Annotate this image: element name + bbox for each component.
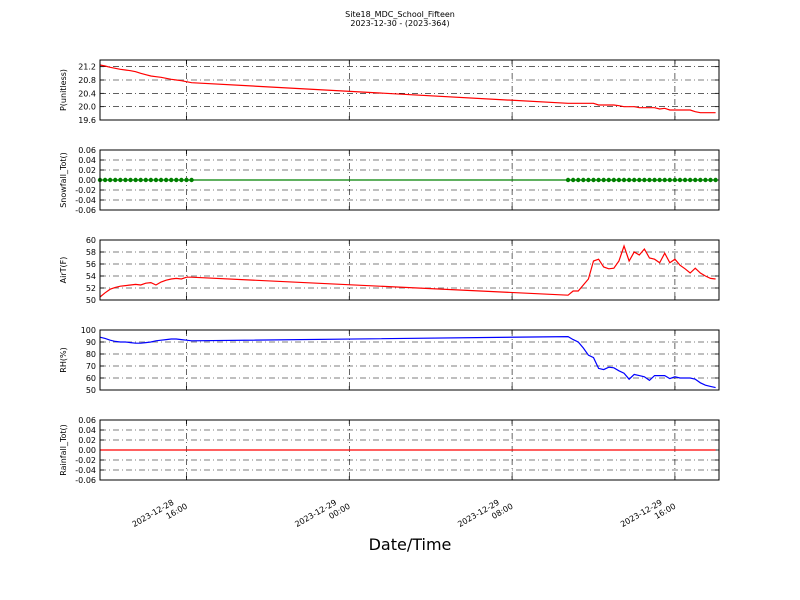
y-tick-label: -0.02: [75, 456, 96, 465]
data-point: [616, 177, 622, 183]
data-point: [677, 177, 683, 183]
data-point: [652, 177, 657, 183]
y-axis-label: RH(%): [59, 347, 68, 372]
y-tick-label: 0.06: [78, 146, 96, 155]
y-tick-label: -0.04: [75, 466, 96, 475]
data-point: [693, 177, 698, 183]
data-point: [703, 177, 708, 183]
data-point: [576, 177, 581, 183]
y-tick-label: 19.6: [78, 116, 96, 125]
y-tick-label: 52: [86, 284, 96, 293]
y-tick-label: 0.06: [78, 416, 96, 425]
axes-frame: [99, 419, 720, 481]
data-point: [687, 177, 693, 183]
axes-frame: [99, 329, 720, 391]
y-tick-label: 58: [86, 248, 96, 257]
data-point: [713, 177, 718, 183]
data-line: [99, 335, 716, 389]
x-axis-label: Date/Time: [369, 535, 452, 554]
data-point: [113, 177, 118, 183]
data-point: [611, 177, 617, 183]
y-tick-label: 0.04: [78, 426, 96, 435]
axes-frame: [99, 59, 720, 121]
data-point: [657, 177, 662, 183]
data-point: [148, 177, 154, 183]
data-point: [667, 177, 673, 183]
y-axis-label: Rainfall_Tot(): [59, 424, 68, 476]
data-point: [591, 177, 596, 183]
data-point: [586, 177, 591, 183]
data-point: [184, 177, 189, 183]
chart-subtitle: 2023-12-30 - (2023-364): [350, 19, 449, 28]
axes-frame: [99, 239, 720, 301]
y-tick-label: 54: [86, 272, 96, 281]
y-tick-label: 90: [86, 338, 96, 347]
y-tick-label: 20.4: [78, 89, 96, 98]
y-tick-label: 0.00: [78, 176, 96, 185]
y-tick-label: 0.00: [78, 446, 96, 455]
axes-frame: [99, 149, 720, 211]
chart-title: Site18_MDC_School_Fifteen: [345, 10, 455, 19]
data-point: [565, 177, 571, 183]
data-point: [138, 177, 143, 183]
data-point: [637, 177, 642, 183]
y-tick-label: 60: [86, 374, 96, 383]
data-point: [153, 177, 159, 183]
data-point: [596, 177, 601, 183]
data-line: [99, 244, 716, 298]
data-line: [99, 64, 716, 114]
data-point: [570, 177, 576, 183]
data-point: [626, 177, 632, 183]
data-point: [601, 177, 606, 183]
y-tick-label: 21.2: [78, 63, 96, 72]
y-tick-label: -0.02: [75, 186, 96, 195]
y-axis-label: P(unitless): [59, 69, 68, 111]
y-tick-label: 50: [86, 296, 96, 305]
y-tick-label: 20.0: [78, 103, 96, 112]
data-point: [128, 177, 133, 183]
data-point: [179, 177, 184, 183]
data-point: [163, 177, 169, 183]
data-point: [642, 177, 647, 183]
y-tick-label: -0.04: [75, 196, 96, 205]
y-tick-label: 0.02: [78, 436, 96, 445]
data-point: [708, 177, 713, 183]
data-point: [133, 177, 138, 183]
y-tick-label: 56: [86, 260, 96, 269]
y-tick-label: -0.06: [75, 206, 96, 215]
data-point: [698, 177, 703, 183]
data-point: [662, 177, 667, 183]
data-point: [672, 177, 678, 183]
data-point: [107, 177, 113, 183]
data-point: [621, 177, 627, 183]
data-point: [123, 177, 128, 183]
y-tick-label: 70: [86, 362, 96, 371]
data-point: [606, 177, 611, 183]
data-point: [174, 177, 179, 183]
y-tick-label: -0.06: [75, 476, 96, 485]
data-point: [143, 177, 148, 183]
y-tick-label: 50: [86, 386, 96, 395]
data-point: [682, 177, 688, 183]
y-axis-label: AirT(F): [59, 257, 68, 284]
y-axis-label: Snowfall_Tot(): [59, 152, 68, 208]
data-point: [118, 177, 123, 183]
data-point: [158, 177, 164, 183]
data-point: [102, 177, 108, 183]
y-tick-label: 0.04: [78, 156, 96, 165]
data-point: [647, 177, 652, 183]
y-tick-label: 100: [81, 326, 96, 335]
y-tick-label: 60: [86, 236, 96, 245]
data-point: [581, 177, 586, 183]
y-tick-label: 0.02: [78, 166, 96, 175]
y-tick-label: 20.8: [78, 76, 96, 85]
data-point: [169, 177, 174, 183]
y-tick-label: 80: [86, 350, 96, 359]
data-point: [189, 177, 194, 183]
data-point: [632, 177, 637, 183]
